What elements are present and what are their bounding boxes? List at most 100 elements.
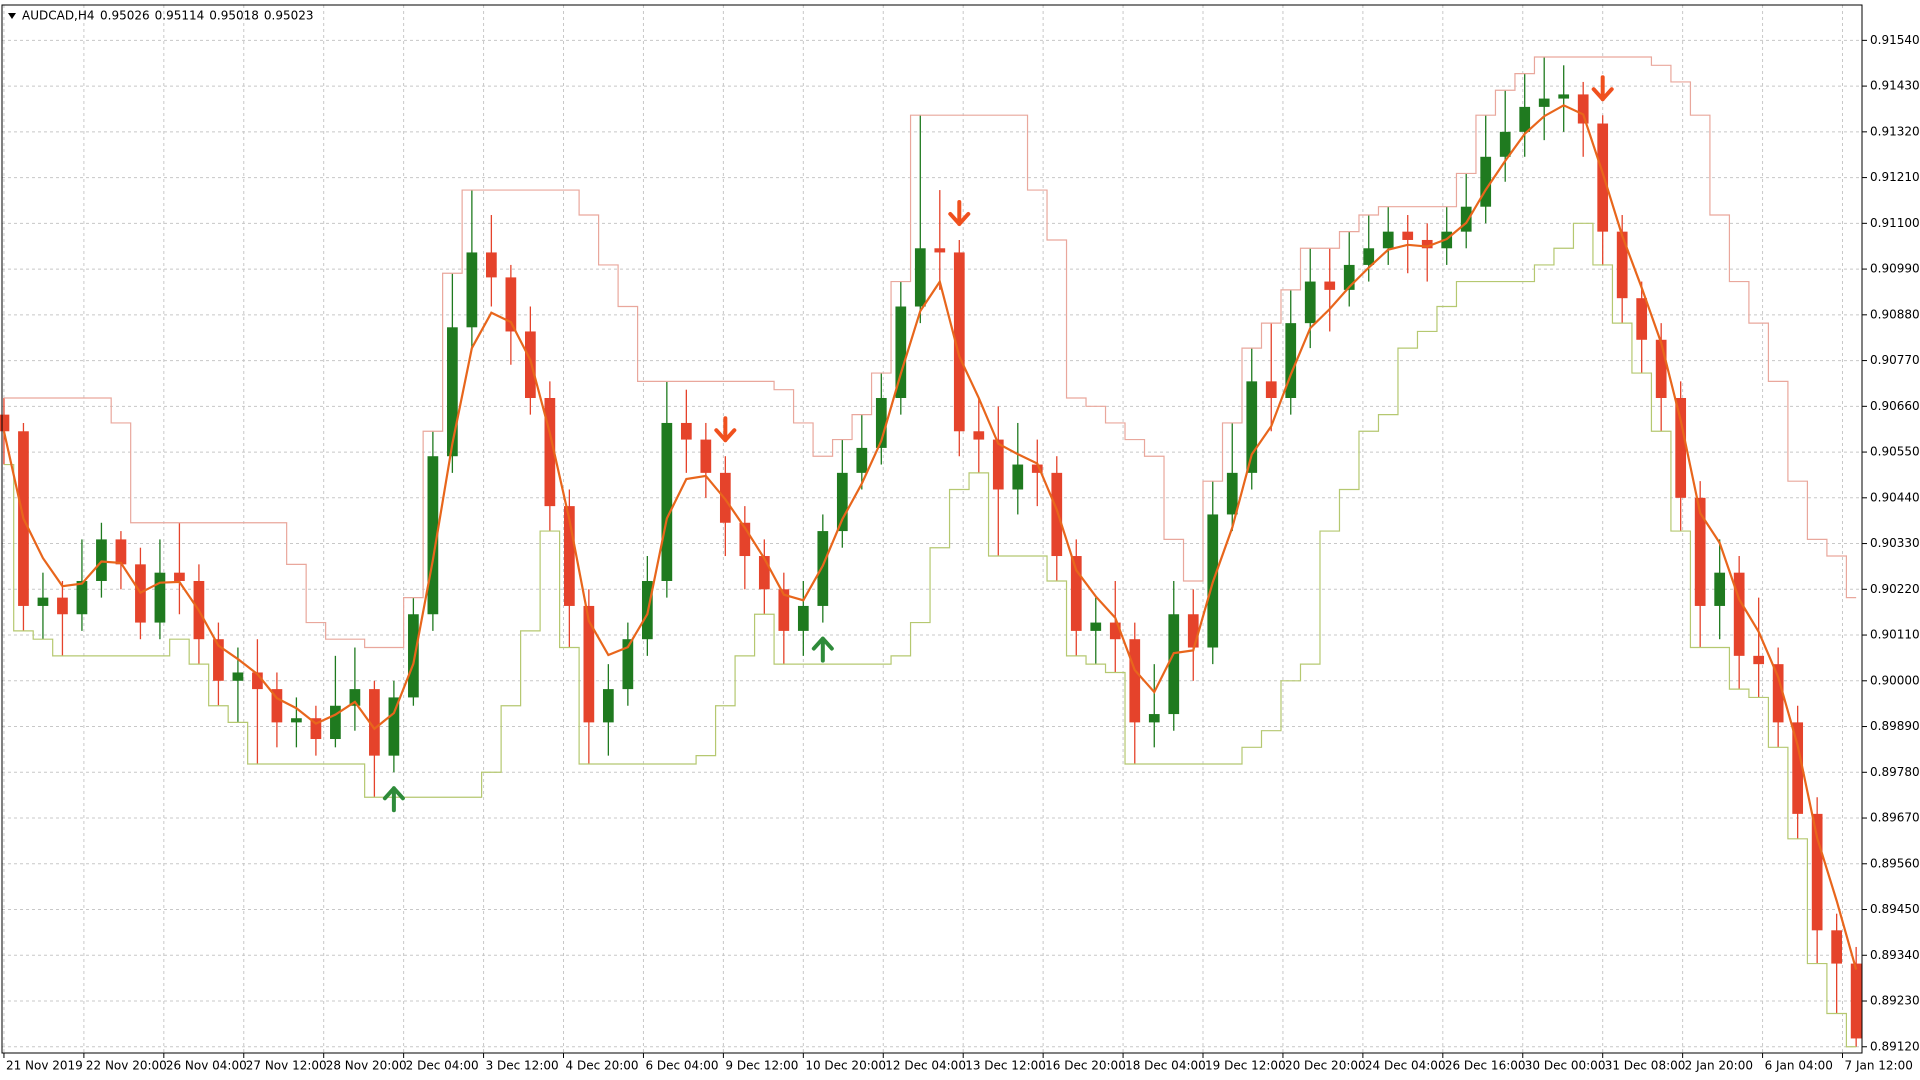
candle-body: [310, 718, 322, 740]
x-tick-label: 4 Dec 20:00: [566, 1059, 639, 1073]
x-tick-label: 2 Dec 04:00: [406, 1059, 479, 1073]
y-tick-label: 0.89560: [1870, 856, 1920, 870]
candle-body: [57, 597, 68, 615]
candle-body: [291, 718, 302, 723]
candle-body: [525, 331, 536, 398]
candle-body: [271, 689, 283, 723]
y-tick-label: 0.91430: [1870, 79, 1920, 93]
candle-body: [544, 398, 556, 507]
y-tick-label: 0.89890: [1870, 719, 1920, 733]
candle-body: [466, 252, 478, 328]
candle-body: [1402, 231, 1414, 240]
y-tick-label: 0.91100: [1870, 216, 1920, 230]
x-tick-label: 21 Nov 2019: [6, 1059, 83, 1073]
candle-body: [1363, 248, 1375, 265]
candle-body: [1792, 722, 1804, 814]
y-tick-label: 0.90550: [1870, 445, 1920, 459]
candle-body: [953, 252, 965, 432]
x-tick-label: 26 Dec 16:00: [1445, 1059, 1526, 1073]
indicator-line: [3, 56, 1857, 649]
candle-body: [1772, 664, 1784, 723]
x-tick-label: 30 Dec 00:00: [1525, 1059, 1606, 1073]
x-tick-label: 13 Dec 12:00: [965, 1059, 1046, 1073]
candle-body: [1480, 156, 1492, 207]
y-tick-label: 0.89670: [1870, 811, 1920, 825]
header-value: 0.95114: [155, 9, 205, 23]
header-value: 0.95018: [209, 9, 259, 23]
candle-body: [817, 531, 829, 606]
candle-body: [1694, 497, 1706, 606]
candle-body: [115, 539, 127, 565]
candle-body: [797, 605, 809, 631]
candle-body: [154, 572, 166, 623]
y-tick-label: 0.90880: [1870, 307, 1920, 321]
menu-triangle[interactable]: [8, 13, 16, 19]
x-tick-label: 3 Dec 12:00: [486, 1059, 559, 1073]
candle-body: [992, 439, 1004, 490]
y-tick-label: 0.90220: [1870, 582, 1920, 596]
candle-body: [1655, 339, 1667, 398]
y-tick-label: 0.90660: [1870, 399, 1920, 413]
header-value: 0.95026: [100, 9, 150, 23]
candle-body: [388, 697, 400, 756]
y-tick-label: 0.90110: [1870, 628, 1920, 642]
candle-body: [1636, 298, 1648, 340]
y-tick-label: 0.90990: [1870, 262, 1920, 276]
x-tick-label: 9 Dec 12:00: [725, 1059, 798, 1073]
symbol-title: AUDCAD,H4: [22, 9, 95, 23]
candle-body: [758, 556, 770, 590]
candle-body: [895, 306, 907, 398]
candle-body: [0, 414, 10, 432]
grid: [2, 5, 1862, 1053]
x-tick-label: 19 Dec 12:00: [1205, 1059, 1286, 1073]
candle-body: [96, 539, 107, 581]
y-tick-label: 0.89230: [1870, 994, 1920, 1008]
candle-body: [369, 689, 380, 756]
candle-body: [1382, 231, 1394, 249]
y-tick-label: 0.89340: [1870, 948, 1920, 962]
candle-body: [1519, 106, 1531, 132]
candle-body: [1616, 231, 1628, 299]
candle-body: [1850, 963, 1862, 1039]
candle-body: [934, 248, 946, 253]
candle-body: [778, 589, 790, 631]
candle-body: [37, 597, 49, 606]
candle-body: [680, 422, 692, 440]
candle-body: [349, 689, 361, 706]
y-tick-label: 0.91540: [1870, 33, 1920, 47]
y-tick-label: 0.91320: [1870, 124, 1920, 138]
header-value: 0.95023: [264, 9, 314, 23]
y-tick-label: 0.90440: [1870, 490, 1920, 504]
candle-body: [1753, 655, 1765, 665]
x-tick-label: 6 Jan 04:00: [1765, 1059, 1833, 1073]
x-tick-label: 26 Nov 04:00: [166, 1059, 247, 1073]
x-tick-label: 16 Dec 20:00: [1045, 1059, 1126, 1073]
candle-body: [76, 580, 88, 615]
y-tick-label: 0.91210: [1870, 170, 1920, 184]
candle-body: [602, 689, 614, 723]
candle-body: [914, 248, 926, 307]
candle-body: [1051, 472, 1063, 557]
candle-body: [1460, 206, 1472, 232]
candle-body: [1090, 622, 1102, 631]
header-values: 0.95026 0.95114 0.95018 0.95023: [100, 9, 314, 23]
y-tick-label: 0.90770: [1870, 353, 1920, 367]
candle-body: [232, 672, 244, 681]
candle-body: [1597, 123, 1609, 232]
candle-body: [486, 252, 497, 278]
y-tick-label: 0.89450: [1870, 902, 1920, 916]
candle-body: [1070, 556, 1082, 631]
x-tick-label: 10 Dec 20:00: [805, 1059, 886, 1073]
candle-body: [583, 605, 595, 723]
candle-body: [622, 639, 634, 690]
x-tick-label: 31 Dec 08:00: [1605, 1059, 1686, 1073]
sell-arrow: [948, 199, 971, 226]
candle-body: [875, 398, 887, 448]
candle-body: [1148, 714, 1160, 723]
indicator-line: [2, 104, 1858, 970]
x-tick-label: 28 Nov 20:00: [326, 1059, 407, 1073]
candle-body: [1831, 930, 1843, 964]
candle-body: [1577, 94, 1589, 124]
